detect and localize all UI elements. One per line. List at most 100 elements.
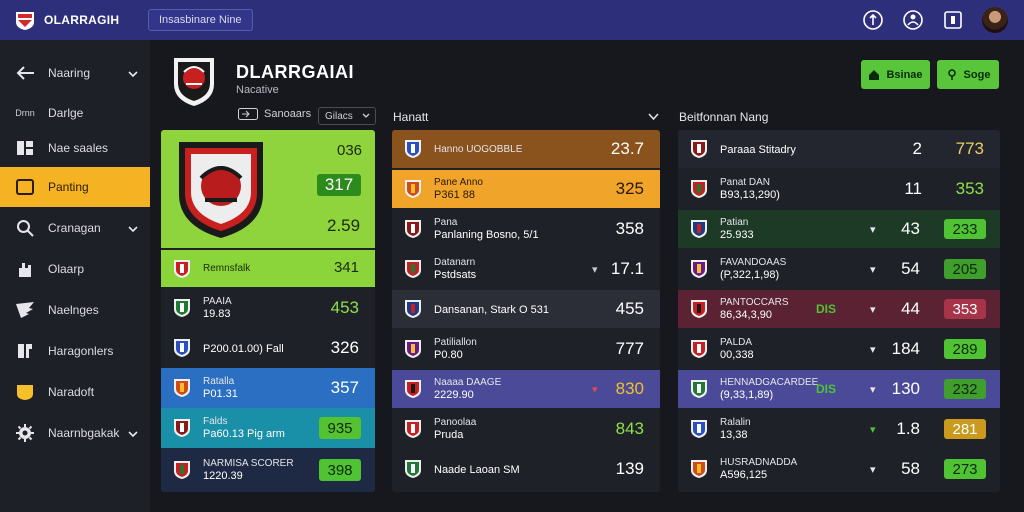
row-subtitle: 1220.39 <box>203 470 243 482</box>
switch-icon <box>238 108 258 120</box>
table-row[interactable]: NARMISA SCORER 1220.39 398 <box>161 448 375 492</box>
sidebar-item[interactable]: Drnn Darlge <box>0 93 150 133</box>
row-value: 398 <box>327 461 353 479</box>
team-crest-icon <box>691 140 707 158</box>
rank-value: 1.8 <box>896 419 920 438</box>
table-row[interactable]: PAAIA 19.83 453 <box>161 288 375 328</box>
score-chip: 232 <box>944 379 986 399</box>
score-value: 353 <box>955 179 984 198</box>
row-title: Panoolaa <box>434 417 477 428</box>
sidebar-item[interactable]: Haragonlers <box>0 331 150 371</box>
row-subtitle: (9,33,1,89) <box>720 389 774 401</box>
table-row[interactable]: PALDA 00,338 ▾ 184 289 <box>678 330 1000 368</box>
featured-card[interactable]: 036 317 2.59 <box>161 130 375 248</box>
team-crest-icon <box>691 300 707 318</box>
sidebar-item[interactable]: Cranagan <box>0 208 150 248</box>
location-icon[interactable] <box>862 9 884 31</box>
row-text: Dansanan, Stark O 531 <box>434 303 549 316</box>
brand[interactable]: OLARRAGIH <box>14 9 142 31</box>
table-row[interactable]: HUSRADNADDA A596,125 ▾ 58 273 <box>678 450 1000 488</box>
row-title: Naaaa DAAGE <box>434 377 502 388</box>
filter-select[interactable]: Gilacs <box>318 107 376 125</box>
table-row[interactable]: HENNADGACARDEE (9,33,1,89) DIS ▾ 130 232 <box>678 370 1000 408</box>
table-row[interactable]: FAVANDOAAS (P,322,1,98) ▾ 54 205 <box>678 250 1000 288</box>
value-chip: 935 <box>319 417 361 439</box>
trend-arrow-icon: ▾ <box>870 464 876 476</box>
table-row[interactable]: Pana Panlaning Bosno, 5/1 358 <box>392 210 660 248</box>
top-tab[interactable]: Insasbinare Nine <box>148 9 253 31</box>
table-row[interactable]: Panat DAN B93,13,290) 11 353 <box>678 170 1000 208</box>
season-toggle-label: Sanoaars <box>264 108 312 120</box>
row-value: 326 <box>330 338 359 357</box>
table-row[interactable]: Naade Laoan SM 139 <box>392 450 660 488</box>
rank-value: 58 <box>901 459 920 478</box>
table-row[interactable]: Pane Anno P361 88 325 <box>392 170 660 208</box>
row-title: PANTOCCARS <box>720 297 789 308</box>
row-subtitle: A596,125 <box>720 469 768 481</box>
table-row[interactable]: Paraaa Stitadry 2 773 <box>678 130 1000 168</box>
table-row[interactable]: Ralalin 13,38 ▾ 1.8 281 <box>678 410 1000 448</box>
search-icon <box>14 217 36 239</box>
table-row[interactable]: P200.01.00) Fall 326 <box>161 328 375 368</box>
table-row[interactable]: PANTOCCARS 86,34,3,90 DIS ▾ 44 353 <box>678 290 1000 328</box>
sidebar-item-label: Naelnges <box>48 303 99 317</box>
row-title: PALDA <box>720 337 753 348</box>
sidebar-item[interactable]: Nae saales <box>0 128 150 168</box>
chevron-down-icon[interactable] <box>128 222 138 236</box>
row-value: 139 <box>615 459 644 478</box>
table-row[interactable]: Naaaa DAAGE 2229.90 ▾ 830 <box>392 370 660 408</box>
row-subtitle: Panlaning Bosno, 5/1 <box>434 229 539 241</box>
arrow-left-icon <box>14 62 36 84</box>
team-crest-icon <box>691 260 707 278</box>
sidebar-item-label: Naradoft <box>48 385 95 399</box>
trend-arrow-icon: ▾ <box>870 224 876 236</box>
primary-button-label: Bsinae <box>886 68 923 81</box>
sidebar-item[interactable]: Panting <box>0 167 150 207</box>
chevron-down-icon[interactable] <box>128 427 138 441</box>
sidebar-item[interactable]: Naaring <box>0 53 150 93</box>
featured-chip-value: 317 <box>324 175 354 194</box>
table-row[interactable]: Panoolaa Pruda 843 <box>392 410 660 448</box>
team-crest-icon <box>174 299 190 317</box>
table-row[interactable]: Falds Pa60.13 Pig arm 935 <box>161 408 375 448</box>
table-row[interactable]: Hanno UOGOBBLE 23.7 <box>392 130 660 168</box>
row-subtitle: 25.933 <box>720 229 754 241</box>
avatar[interactable] <box>982 7 1008 33</box>
row-subtitle: P0.80 <box>434 349 463 361</box>
table-row[interactable]: Datanarn Pstdsats ▾ 17.1 <box>392 250 660 288</box>
table-row[interactable]: Dansanan, Stark O 531 455 <box>392 290 660 328</box>
table-row[interactable]: Ratalla P01.31 357 <box>161 368 375 408</box>
row-subtitle: P200.01.00) Fall <box>203 342 284 355</box>
table-row[interactable]: Patiliallon P0.80 777 <box>392 330 660 368</box>
trend-arrow-icon: ▾ <box>592 384 598 396</box>
sidebar-item[interactable]: Naarnbgakak <box>0 413 150 453</box>
primary-button[interactable]: Bsinae <box>861 60 930 89</box>
table-row[interactable]: Patian 25.933 ▾ 43 233 <box>678 210 1000 248</box>
row-value: 341 <box>333 259 359 276</box>
secondary-button[interactable]: Soge <box>937 60 999 89</box>
team-crest-icon <box>691 420 707 438</box>
table-row[interactable]: Remnsfalk 341 <box>161 250 375 287</box>
score-chip: 233 <box>944 219 986 239</box>
team-crest-icon <box>174 259 190 278</box>
sidebar-item[interactable]: Naradoft <box>0 372 150 412</box>
trend-arrow-icon: ▾ <box>870 384 876 396</box>
rank-value: 54 <box>901 259 920 278</box>
user-icon[interactable] <box>902 9 924 31</box>
team-crest-icon <box>174 419 190 437</box>
sidebar-item[interactable]: Naelnges <box>0 290 150 330</box>
sidebar-item-label: Panting <box>48 180 89 194</box>
sidebar-item[interactable]: Olaarp <box>0 249 150 289</box>
row-text: Naade Laoan SM <box>434 463 520 476</box>
notification-icon[interactable] <box>942 9 964 31</box>
chevron-down-icon[interactable] <box>128 67 138 81</box>
trend-arrow-icon: ▾ <box>870 304 876 316</box>
row-text: PANTOCCARS 86,34,3,90 <box>720 297 789 321</box>
trend-arrow-icon: ▾ <box>870 344 876 356</box>
score-value: 353 <box>952 300 978 318</box>
row-text: PAAIA 19.83 <box>203 296 232 320</box>
row-title: Datanarn <box>434 257 476 268</box>
trend-arrow-icon: ▾ <box>592 264 598 276</box>
chevron-down-icon[interactable] <box>648 113 659 121</box>
season-toggle[interactable]: Sanoaars <box>238 108 311 120</box>
